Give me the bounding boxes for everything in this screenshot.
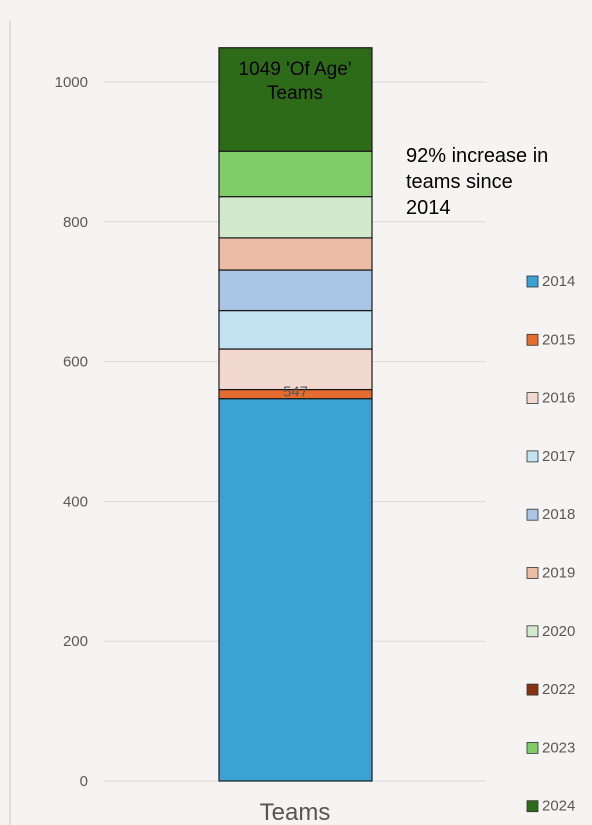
- bar-segment-2024: [218, 47, 373, 152]
- increase-annotation-line-2: teams since: [406, 171, 513, 193]
- legend-swatch-2016: [526, 392, 539, 405]
- legend-label-2023: 2023: [542, 739, 575, 756]
- legend-label-2020: 2020: [542, 623, 575, 640]
- data-labels: 547: [283, 384, 308, 401]
- y-tick-label-800: 800: [63, 214, 88, 231]
- bar-segment-2020: [218, 196, 373, 239]
- legend-label-2014: 2014: [542, 273, 575, 290]
- legend-swatch-2024: [526, 800, 539, 813]
- legend-swatch-2015: [526, 333, 539, 346]
- legend-swatch-2017: [526, 450, 539, 463]
- legend-swatch-2014: [526, 275, 539, 288]
- legend-swatch-2023: [526, 742, 539, 754]
- y-tick-label-1000: 1000: [55, 74, 88, 91]
- legend-swatch-2022: [526, 683, 539, 696]
- bar-segment-2019: [218, 237, 373, 271]
- y-tick-label-600: 600: [63, 354, 88, 371]
- legend-label-2018: 2018: [542, 506, 575, 523]
- legend-swatch-2018: [526, 508, 539, 521]
- legend-label-2015: 2015: [542, 331, 575, 348]
- legend-label-2019: 2019: [542, 565, 575, 582]
- bar-segment-2014: [218, 398, 373, 782]
- legend-swatch-2019: [526, 567, 539, 579]
- legend-label-2017: 2017: [542, 448, 575, 465]
- increase-annotation: 92% increase in teams since 2014: [406, 145, 554, 219]
- bar-segment-2017: [218, 309, 373, 350]
- x-category-label: Teams: [260, 799, 331, 825]
- legend-swatch-2020: [526, 625, 539, 638]
- increase-annotation-line-1: 92% increase in: [406, 145, 548, 167]
- total-label-line-2: Teams: [267, 83, 323, 104]
- y-tick-label-0: 0: [80, 773, 88, 790]
- legend-label-2016: 2016: [542, 390, 575, 407]
- y-axis-tick-labels: 0 200 400 600 800 1000: [55, 74, 88, 790]
- data-label-2014: 547: [283, 384, 308, 401]
- bar-segment-2023: [218, 150, 373, 198]
- bar-segments: [218, 47, 373, 782]
- increase-annotation-line-3: 2014: [406, 197, 451, 219]
- total-label-line-1: 1049 'Of Age': [239, 59, 352, 80]
- legend-label-2022: 2022: [542, 681, 575, 698]
- legend-label-2024: 2024: [542, 798, 575, 815]
- bar-segment-2018: [218, 269, 373, 312]
- y-tick-label-400: 400: [63, 493, 88, 510]
- y-tick-label-200: 200: [63, 633, 88, 650]
- legend: 2014 2015 2016 2017 2018 2019 2020 2022 2023 2024: [526, 273, 575, 815]
